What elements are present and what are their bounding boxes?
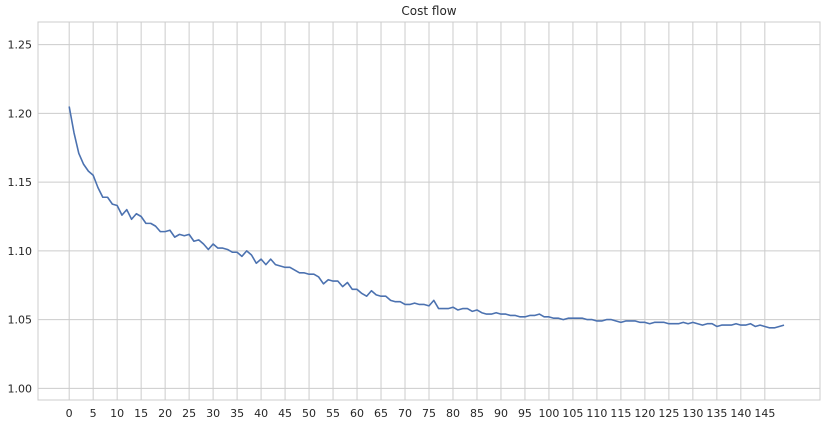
y-tick-label: 1.00	[8, 382, 33, 395]
x-tick-label: 30	[206, 407, 220, 420]
x-tick-label: 125	[658, 407, 679, 420]
x-tick-label: 0	[66, 407, 73, 420]
x-tick-label: 70	[398, 407, 412, 420]
y-gridlines	[38, 44, 820, 389]
y-tick-label: 1.25	[8, 39, 33, 52]
plot-frame	[37, 21, 821, 401]
chart-title: Cost flow	[401, 4, 456, 18]
y-tick-labels: 1.00 1.05 1.10 1.15 1.20 1.25	[8, 39, 33, 396]
y-tick-label: 1.05	[8, 314, 33, 327]
series-group	[68, 106, 785, 329]
x-tick-label: 130	[682, 407, 703, 420]
x-tick-label: 35	[230, 407, 244, 420]
x-tick-label: 55	[326, 407, 340, 420]
x-tick-label: 140	[730, 407, 751, 420]
x-tick-label: 80	[446, 407, 460, 420]
x-tick-label: 50	[302, 407, 316, 420]
x-tick-label: 25	[182, 407, 196, 420]
x-tick-label: 135	[706, 407, 727, 420]
x-tick-label: 95	[518, 407, 532, 420]
x-tick-label: 10	[110, 407, 124, 420]
series-line	[68, 106, 785, 329]
y-tick-label: 1.15	[8, 176, 33, 189]
x-gridlines	[68, 22, 766, 400]
x-tick-label: 60	[350, 407, 364, 420]
x-tick-label: 90	[494, 407, 508, 420]
x-tick-label: 115	[610, 407, 631, 420]
x-tick-label: 85	[470, 407, 484, 420]
x-tick-label: 45	[278, 407, 292, 420]
x-tick-label: 40	[254, 407, 268, 420]
y-tick-label: 1.10	[8, 245, 33, 258]
y-tick-label: 1.20	[8, 107, 33, 120]
x-tick-label: 5	[90, 407, 97, 420]
x-tick-labels: 0 5 10 15 20 25 30 35 40 45 50 55 60 65 70 75 80 85 90 95 10…	[66, 407, 776, 420]
x-tick-label: 20	[158, 407, 172, 420]
x-tick-label: 75	[422, 407, 436, 420]
x-tick-label: 120	[634, 407, 655, 420]
x-tick-label: 110	[586, 407, 607, 420]
x-tick-label: 15	[134, 407, 148, 420]
x-tick-label: 145	[754, 407, 775, 420]
x-tick-label: 105	[562, 407, 583, 420]
x-tick-label: 100	[538, 407, 559, 420]
x-tick-label: 65	[374, 407, 388, 420]
